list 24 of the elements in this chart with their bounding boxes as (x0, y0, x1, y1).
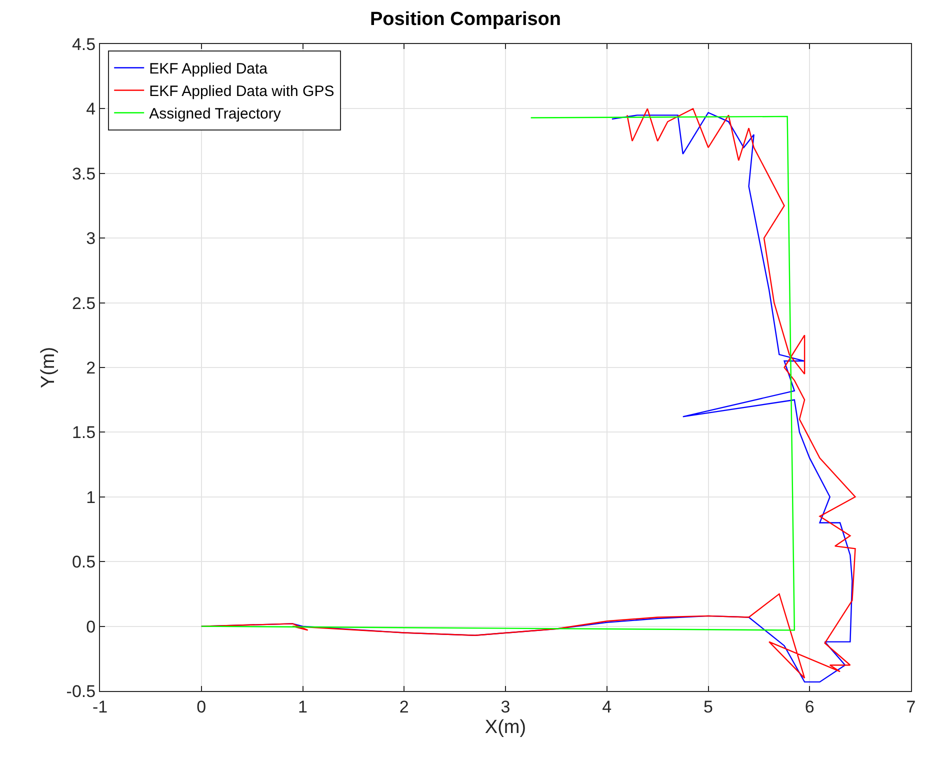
y-tick-label: 0 (86, 617, 96, 636)
x-tick-label: 4 (602, 697, 612, 716)
legend-label: EKF Applied Data (149, 60, 268, 78)
x-tick-label: 5 (704, 697, 713, 716)
x-tick-label: 1 (298, 697, 308, 716)
x-tick-label: 3 (500, 697, 510, 716)
y-tick-label: 4 (86, 100, 96, 119)
y-tick-label: 1.5 (72, 423, 96, 442)
y-tick-label: 2.5 (72, 294, 96, 313)
y-axis-title: Y(m) (38, 346, 60, 388)
y-tick-label: 3.5 (72, 164, 96, 184)
chart-title: Position Comparison (370, 8, 562, 30)
x-axis-title: X(m) (484, 717, 526, 738)
y-tick-label: 4.5 (72, 34, 96, 54)
y-tick-label: 0.5 (72, 552, 96, 572)
legend-label: EKF Applied Data with GPS (149, 83, 334, 100)
x-tick-label: 2 (399, 697, 409, 716)
y-tick-label: 1 (86, 488, 96, 507)
x-tick-label: 0 (196, 697, 206, 716)
y-tick-label: 2 (86, 358, 96, 378)
y-tick-label: 3 (86, 229, 96, 248)
legend-label: Assigned Trajectory (149, 106, 282, 123)
x-tick-label: 6 (804, 697, 814, 716)
x-tick-label: 7 (906, 697, 916, 716)
